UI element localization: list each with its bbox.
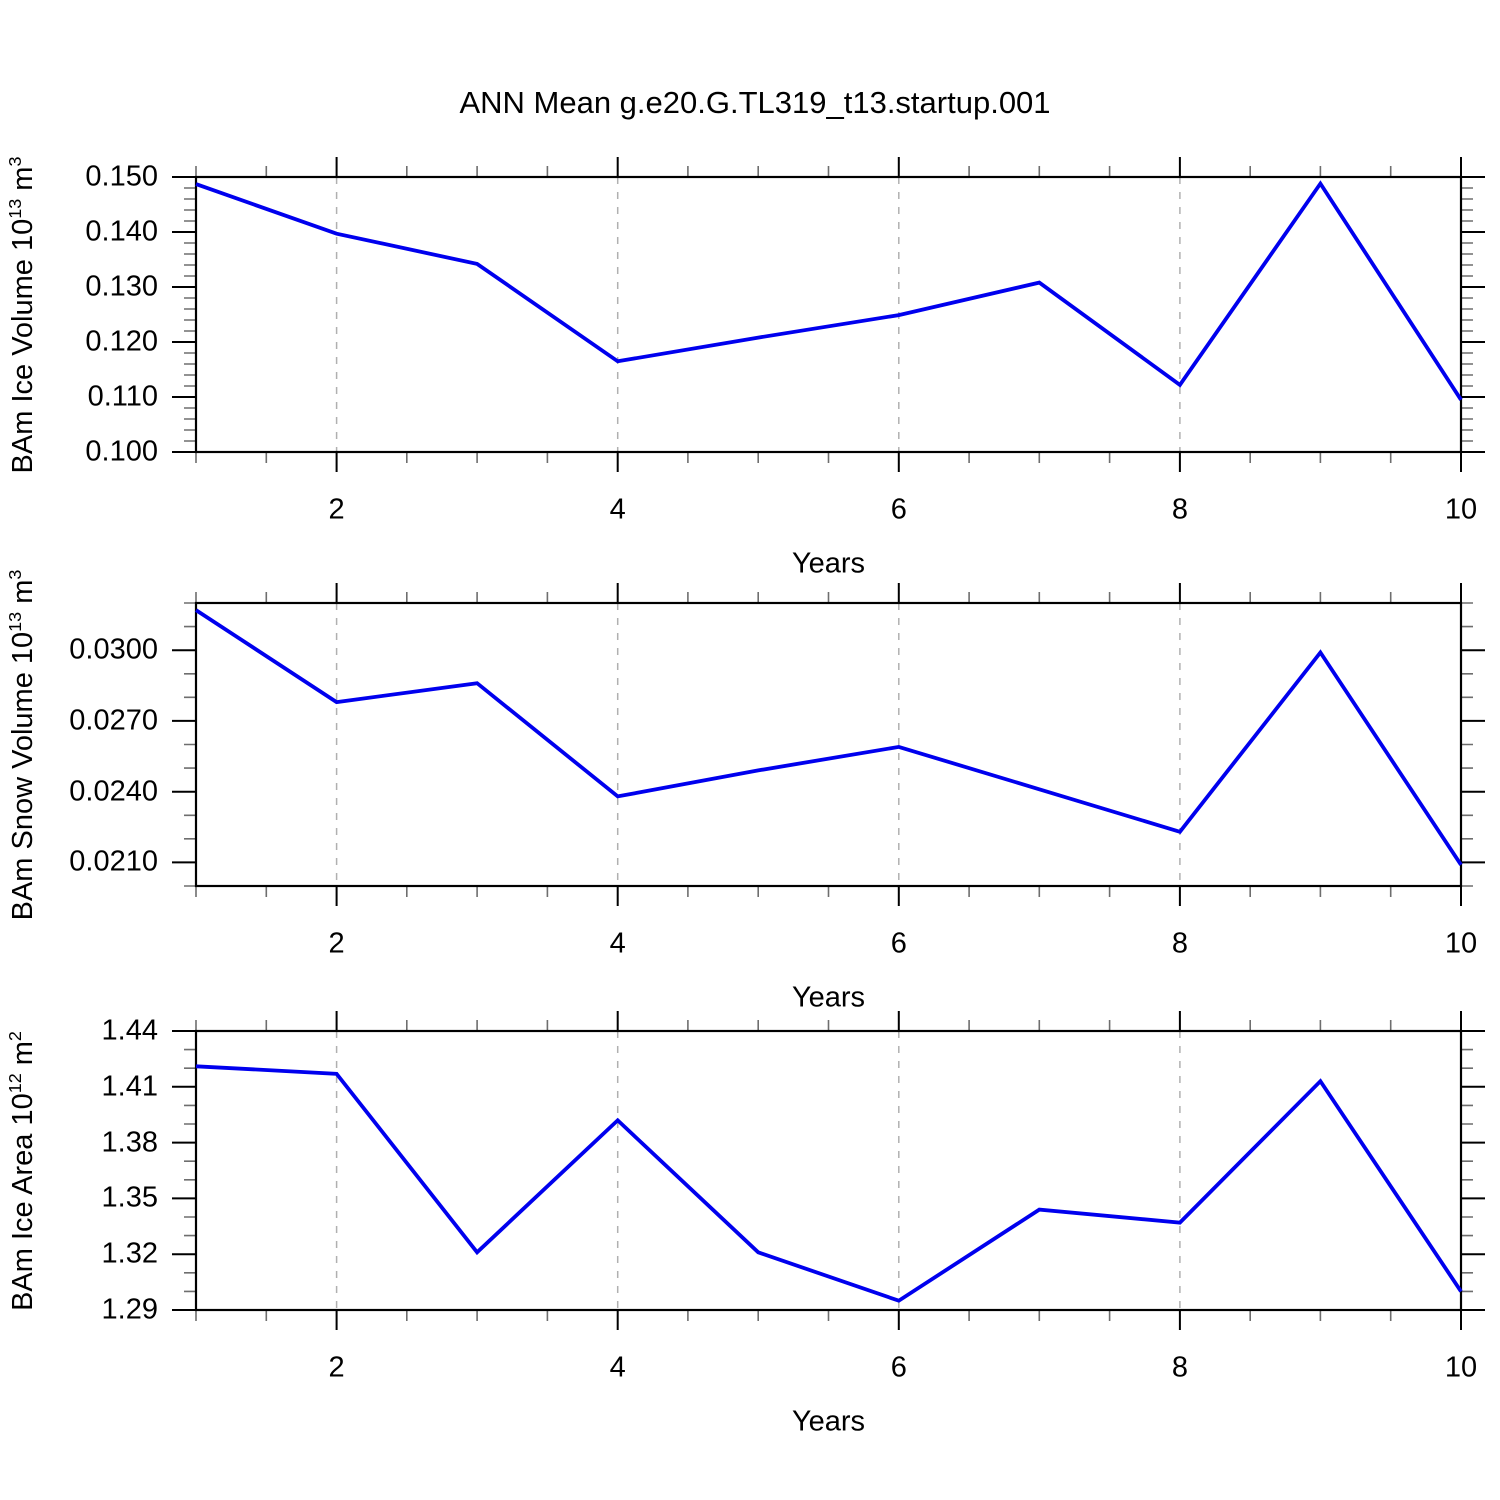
plot-frame	[194, 175, 1463, 454]
minor-ticks	[184, 166, 1473, 463]
minor-ticks	[184, 592, 1473, 897]
data-line-ice-area	[195, 1064, 1463, 1303]
data-line-snow-volume	[194, 608, 1463, 866]
figure-title: ANN Mean g.e20.G.TL319_t13.startup.001	[459, 85, 1051, 120]
chart-ice-area	[172, 1011, 1485, 1330]
major-ticks	[172, 1011, 1485, 1330]
chart-ice-volume	[172, 157, 1485, 472]
data-line-ice-volume	[195, 180, 1463, 401]
plot-frame	[194, 601, 1463, 888]
minor-ticks	[184, 1020, 1473, 1321]
plot-frame	[194, 1029, 1463, 1312]
chart-snow-volume	[172, 583, 1485, 906]
major-ticks	[172, 583, 1485, 906]
major-ticks	[172, 157, 1485, 472]
